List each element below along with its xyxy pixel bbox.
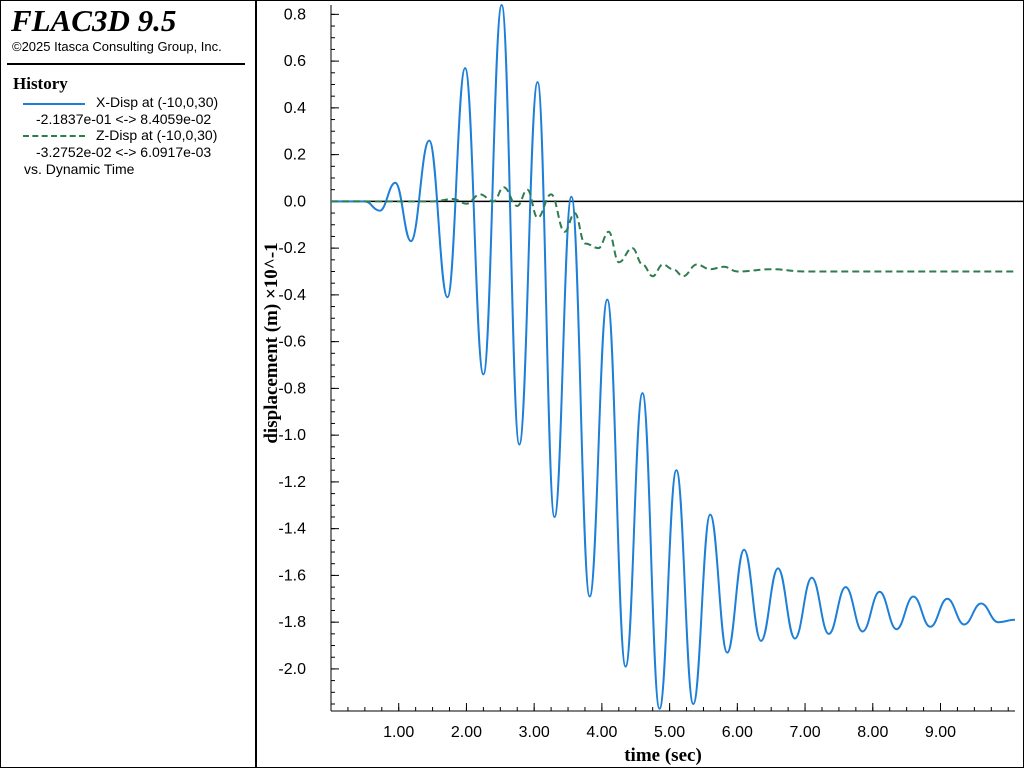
axes-group <box>330 5 1023 712</box>
y-tick-label: 0.2 <box>284 147 306 164</box>
x-tick-label: 2.00 <box>451 724 482 741</box>
x-tick-label: 7.00 <box>789 724 820 741</box>
y-tick-label: -1.0 <box>278 427 306 444</box>
copyright-text: ©2025 Itasca Consulting Group, Inc. <box>12 39 222 54</box>
legend-separator <box>7 63 245 65</box>
x-disp-legend-label: X-Disp at (-10,0,30) <box>96 94 219 110</box>
x-disp-legend-range: -2.1837e-01 <-> 8.4059e-02 <box>36 111 212 127</box>
y-tick-label: -1.8 <box>278 614 306 631</box>
y-tick-label: -2.0 <box>278 661 306 678</box>
x-tick-label: 1.00 <box>383 724 414 741</box>
y-tick-label: -1.4 <box>278 521 306 538</box>
y-tick-label: -1.2 <box>278 474 306 491</box>
x-disp-legend-swatch <box>23 103 85 105</box>
x-tick-label: 8.00 <box>857 724 888 741</box>
y-tick-label: 0.6 <box>284 53 306 70</box>
x-tick-label: 5.00 <box>654 724 685 741</box>
x-tick-label: 4.00 <box>586 724 617 741</box>
y-tick-label: -0.2 <box>278 240 306 257</box>
x-tick-label: 9.00 <box>925 724 956 741</box>
app-title: FLAC3D 9.5 <box>11 3 177 38</box>
x-axis-label: time (sec) <box>624 745 702 766</box>
y-tick-label: 0.8 <box>284 6 306 23</box>
y-tick-label: -0.8 <box>278 380 306 397</box>
y-tick-label: -0.4 <box>278 287 306 304</box>
y-tick-label: -1.6 <box>278 567 306 584</box>
labels-group: 0.8 0.6 0.4 0.2 0.0 -0.2 -0.4 -0.6 -0.8 -1.0 -1.2 -… <box>261 6 956 766</box>
series-group <box>331 4 1016 710</box>
y-tick-label: -0.6 <box>278 334 306 351</box>
y-tick-label: 0.0 <box>284 193 306 210</box>
displacement-chart: 0.8 0.6 0.4 0.2 0.0 -0.2 -0.4 -0.6 -0.8 -1.0 -1.2 -… <box>261 4 1023 766</box>
y-tick-label: 0.4 <box>284 100 306 117</box>
z-disp-legend-label: Z-Disp at (-10,0,30) <box>96 127 218 143</box>
y-axis-label: displacement (m) ×10^-1 <box>261 242 282 443</box>
z-disp-legend-swatch <box>23 135 85 137</box>
x-tick-label: 6.00 <box>722 724 753 741</box>
history-heading: History <box>13 74 68 93</box>
z-disp-legend-range: -3.2752e-02 <-> 6.0917e-03 <box>36 144 212 160</box>
x-tick-label: 3.00 <box>519 724 550 741</box>
legend-panel: FLAC3D 9.5 ©2025 Itasca Consulting Group… <box>1 1 257 767</box>
z-disp-series-line <box>331 186 1015 278</box>
vs-dynamic-time-label: vs. Dynamic Time <box>24 161 135 177</box>
x-disp-series-line <box>331 4 1016 710</box>
